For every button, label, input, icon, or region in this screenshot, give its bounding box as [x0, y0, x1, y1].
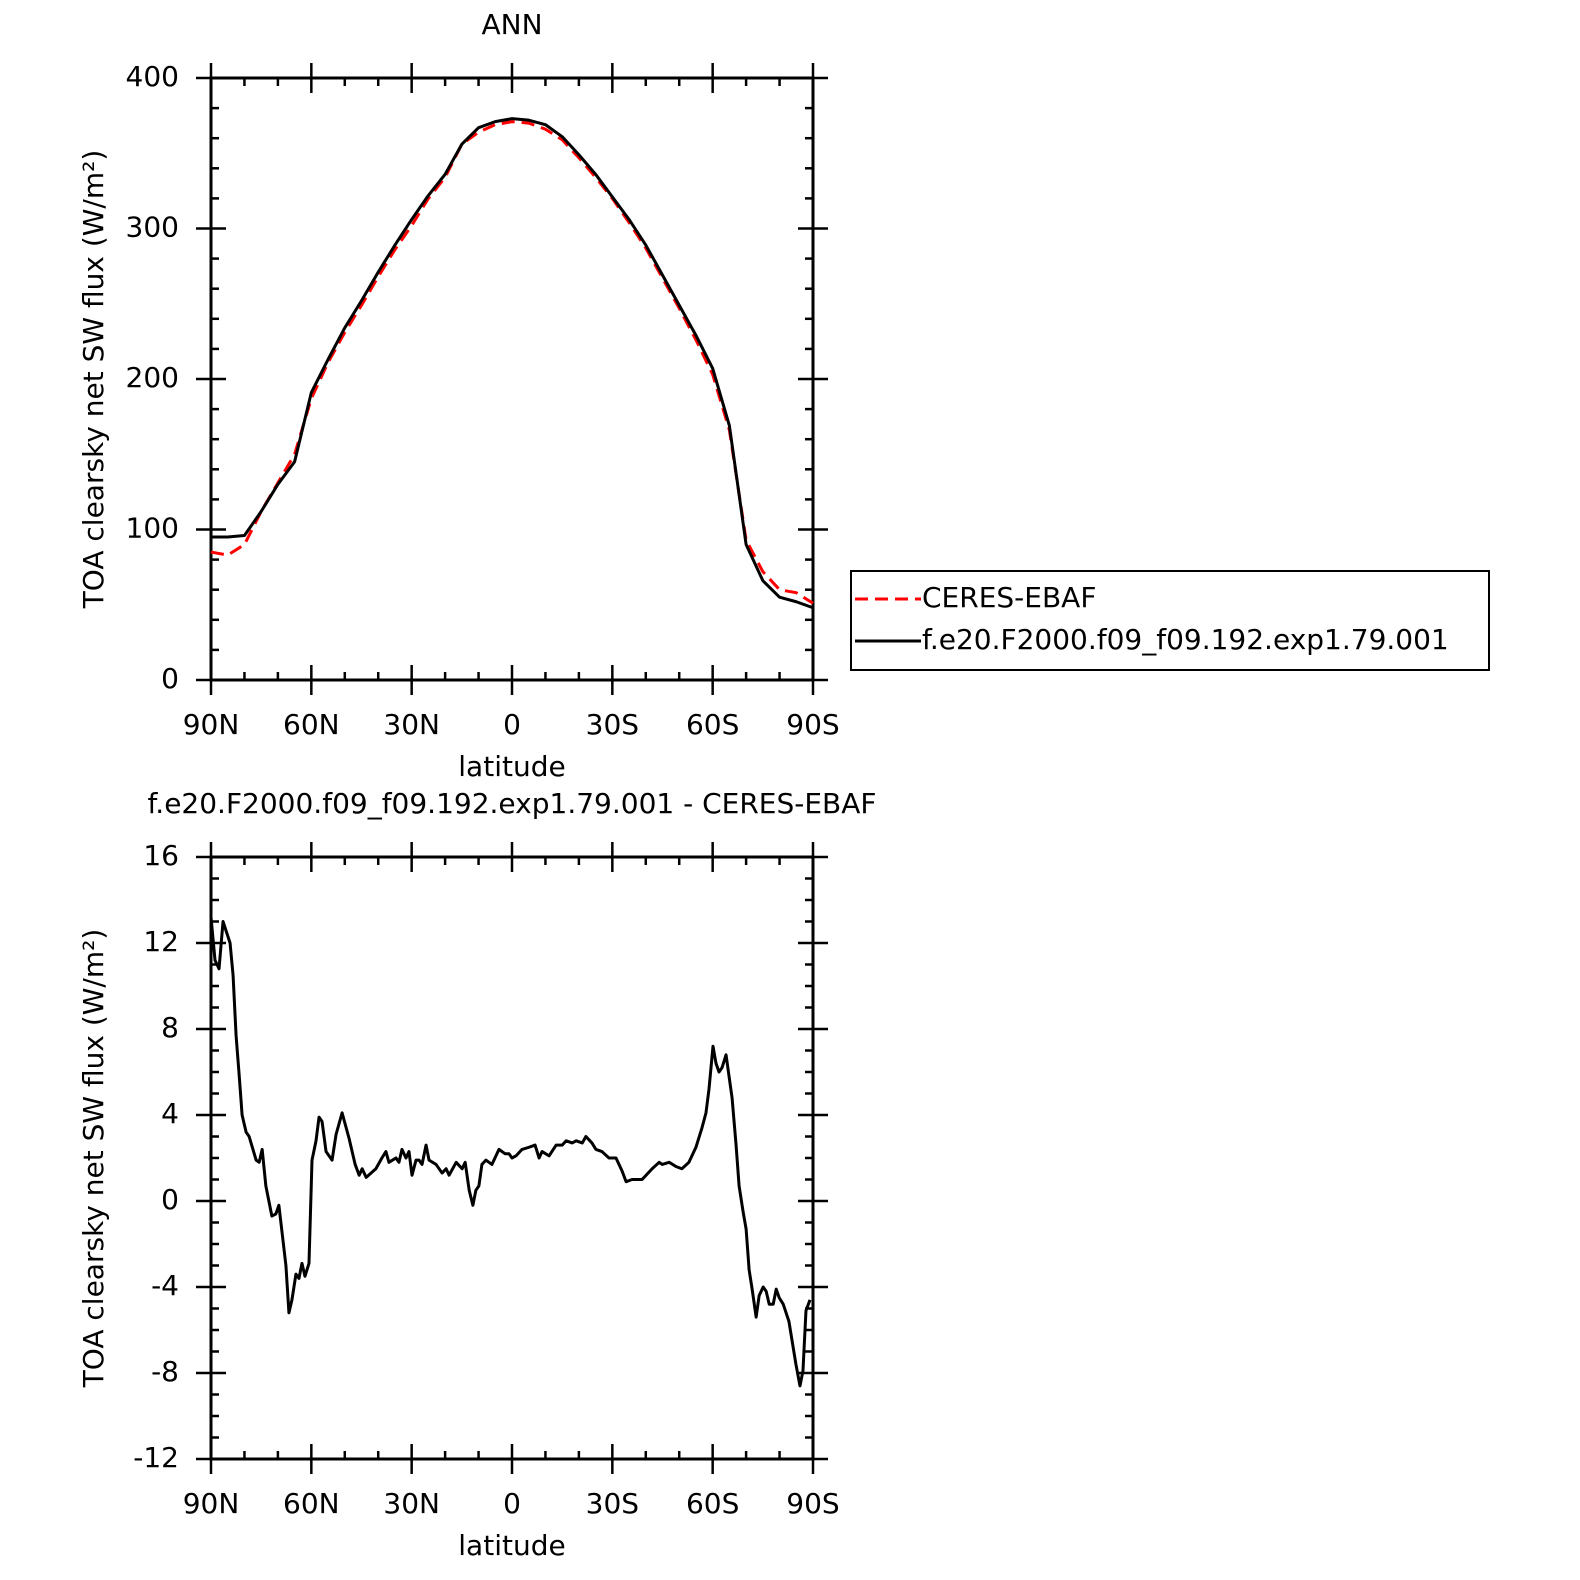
- y-tick-label: 16: [143, 839, 179, 872]
- x-tick-label: 0: [503, 1487, 521, 1520]
- data-line: [209, 917, 812, 1388]
- y-tick-label: 8: [161, 1011, 179, 1044]
- x-tick-label: 30N: [383, 1487, 440, 1520]
- x-tick-label: 60N: [283, 708, 340, 741]
- legend-label: CERES-EBAF: [922, 581, 1096, 614]
- y-tick-label: -4: [151, 1269, 179, 1302]
- x-axis-label: latitude: [458, 1529, 565, 1562]
- y-tick-label: 12: [143, 925, 179, 958]
- y-tick-label: 400: [126, 60, 179, 93]
- y-tick-label: -12: [133, 1441, 179, 1474]
- x-tick-label: 90S: [786, 1487, 839, 1520]
- chart-title: f.e20.F2000.f09_f09.192.exp1.79.001 - CE…: [147, 787, 876, 820]
- x-tick-label: 60S: [686, 1487, 739, 1520]
- x-tick-label: 0: [503, 708, 521, 741]
- x-tick-label: 90N: [183, 708, 240, 741]
- x-axis-label: latitude: [458, 750, 565, 783]
- data-line: [210, 120, 814, 605]
- x-tick-label: 90N: [183, 1487, 240, 1520]
- y-tick-label: -8: [151, 1355, 179, 1388]
- x-tick-label: 60N: [283, 1487, 340, 1520]
- y-tick-label: 0: [161, 662, 179, 695]
- x-tick-label: 90S: [786, 708, 839, 741]
- y-axis-label: TOA clearsky net SW flux (W/m²): [77, 150, 110, 610]
- y-tick-label: 300: [126, 211, 179, 244]
- legend-box: [850, 570, 1490, 671]
- x-tick-label: 30S: [586, 708, 639, 741]
- x-tick-label: 60S: [686, 708, 739, 741]
- data-line: [211, 117, 814, 610]
- y-axis-label: TOA clearsky net SW flux (W/m²): [77, 929, 110, 1389]
- y-tick-label: 4: [161, 1097, 179, 1130]
- x-tick-label: 30N: [383, 708, 440, 741]
- chart-title: ANN: [481, 8, 542, 41]
- y-tick-label: 0: [161, 1183, 179, 1216]
- x-tick-label: 30S: [586, 1487, 639, 1520]
- y-tick-label: 100: [126, 512, 179, 545]
- y-tick-label: 200: [126, 361, 179, 394]
- legend-label: f.e20.F2000.f09_f09.192.exp1.79.001: [922, 623, 1449, 656]
- plot-frame: [209, 76, 815, 682]
